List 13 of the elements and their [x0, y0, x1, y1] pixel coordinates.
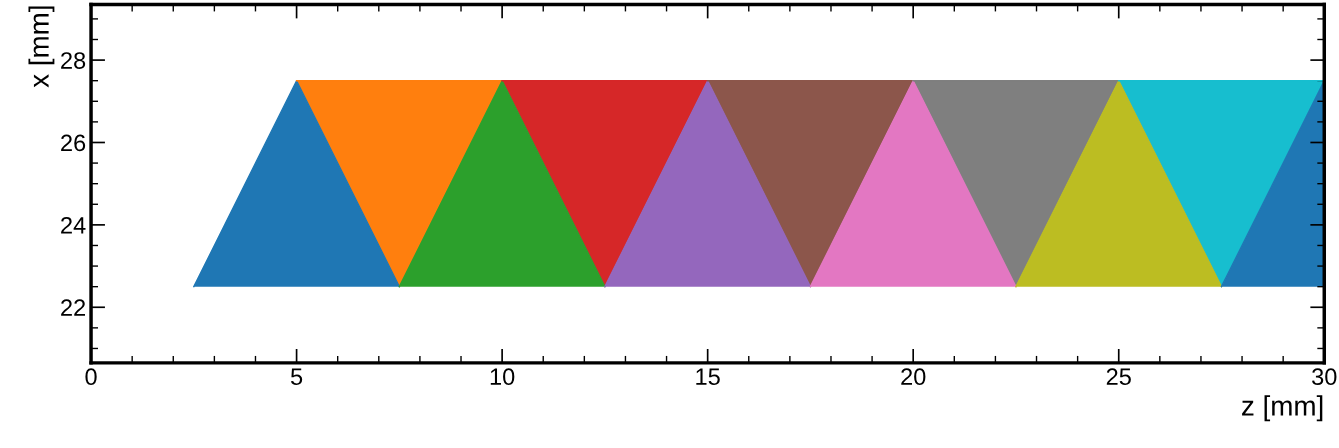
y-axis-title: x [mm] — [28, 6, 55, 88]
x-tick-label: 0 — [85, 368, 97, 386]
y-tick-label: 24 — [61, 216, 86, 234]
x-tick-label: 20 — [901, 368, 926, 386]
y-tick-label: 22 — [61, 299, 86, 316]
x-tick-label: 25 — [1106, 368, 1131, 386]
x-axis-title: z [mm] — [1242, 395, 1323, 422]
y-tick-label: 28 — [61, 52, 86, 69]
x-tick-label: 10 — [490, 368, 515, 386]
x-tick-label: 15 — [696, 368, 720, 386]
x-tick-label: 30 — [1312, 368, 1337, 386]
y-tick-label: 26 — [61, 134, 86, 152]
x-tick-label: 5 — [290, 368, 303, 386]
